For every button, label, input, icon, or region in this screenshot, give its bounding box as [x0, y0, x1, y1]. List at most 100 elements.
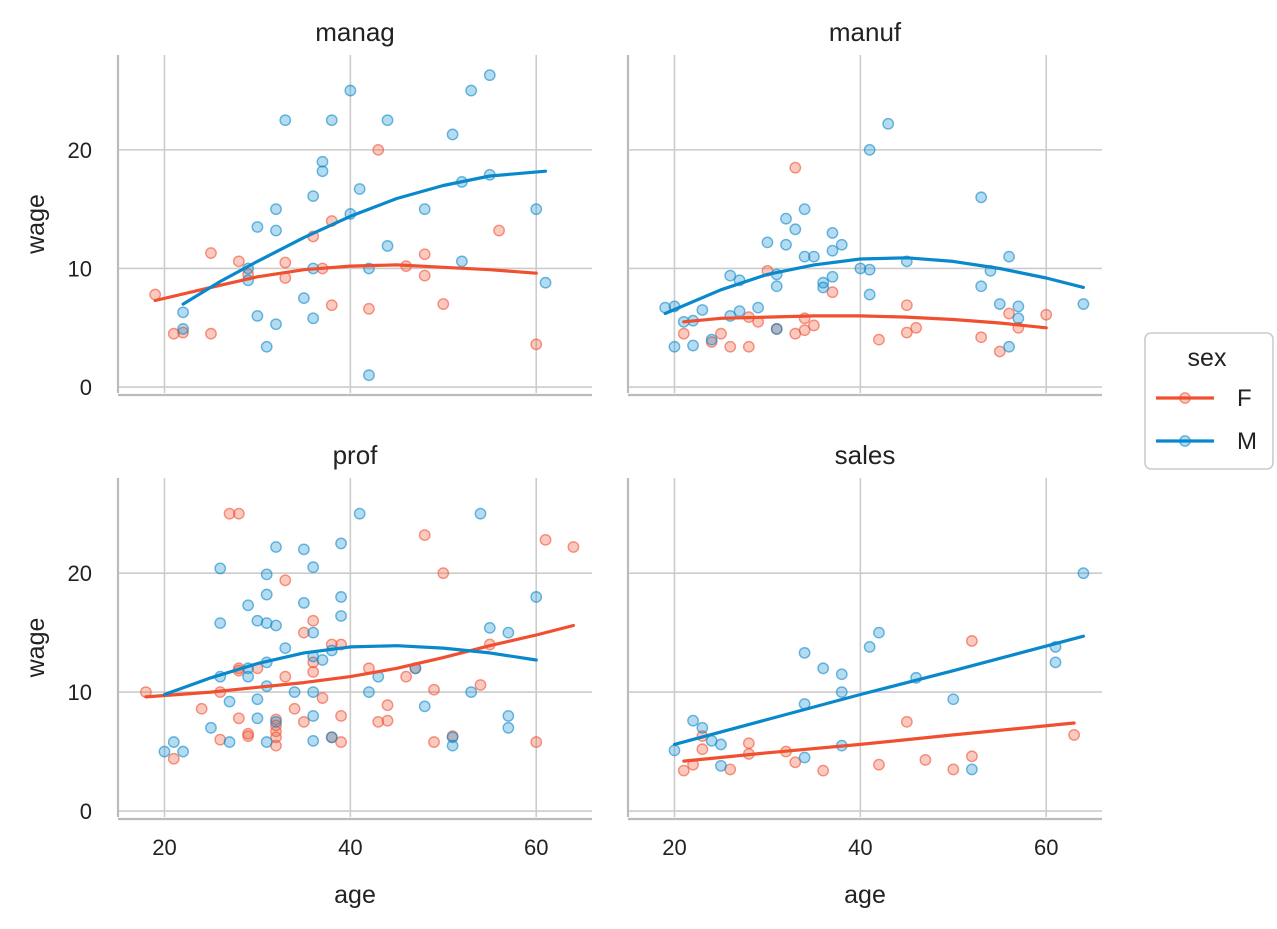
- data-point: [965, 763, 978, 776]
- data-point: [1049, 656, 1062, 669]
- data-point: [1077, 567, 1090, 580]
- data-point: [873, 626, 885, 639]
- data-point: [288, 686, 301, 699]
- data-point: [260, 568, 273, 581]
- data-point: [428, 683, 440, 696]
- data-point: [530, 203, 543, 216]
- panel-title: manuf: [829, 17, 902, 47]
- data-point: [539, 276, 552, 289]
- data-point: [826, 270, 839, 283]
- data-point: [325, 299, 338, 312]
- x-axis-title: age: [334, 881, 376, 909]
- data-point: [863, 143, 876, 156]
- fit-line-F: [144, 623, 575, 699]
- data-point: [863, 288, 876, 301]
- data-point: [668, 340, 681, 353]
- data-point: [900, 715, 913, 728]
- data-point: [270, 719, 282, 732]
- data-point: [502, 626, 515, 639]
- data-point: [363, 369, 375, 382]
- legend-marker: [1179, 435, 1191, 447]
- data-point: [677, 327, 690, 340]
- data-point: [270, 731, 282, 744]
- data-point: [167, 736, 180, 748]
- data-point: [428, 736, 440, 748]
- data-point: [696, 304, 709, 316]
- data-point: [780, 238, 792, 251]
- data-point: [446, 128, 459, 141]
- data-point: [1012, 300, 1025, 313]
- data-point: [724, 340, 737, 353]
- data-point: [270, 619, 282, 632]
- data-point: [863, 263, 876, 276]
- data-point: [418, 269, 431, 282]
- x-axis-title: age: [844, 881, 886, 909]
- data-point: [789, 223, 802, 236]
- data-point: [223, 507, 236, 520]
- data-point: [752, 301, 765, 314]
- data-point: [177, 306, 189, 319]
- data-point: [177, 326, 189, 339]
- fit-line-M: [663, 256, 1085, 316]
- data-point: [251, 221, 264, 233]
- data-point: [1077, 298, 1090, 310]
- data-point: [733, 305, 746, 318]
- panel-manuf: manuf: [626, 17, 1102, 397]
- data-point: [242, 599, 255, 612]
- data-point: [316, 654, 329, 666]
- x-tick-label: 20: [152, 835, 176, 860]
- data-point: [807, 319, 820, 332]
- data-point: [316, 165, 329, 178]
- data-point: [381, 240, 394, 252]
- data-point: [817, 662, 830, 675]
- data-point: [826, 286, 839, 299]
- data-point: [761, 236, 774, 249]
- data-point: [270, 541, 282, 553]
- panel-prof: prof 0 10 20 wage 20 40 60 age: [22, 440, 592, 909]
- data-point: [715, 738, 727, 751]
- data-point: [789, 756, 802, 769]
- legend-title: sex: [1188, 344, 1227, 372]
- data-point: [381, 114, 394, 127]
- data-point: [307, 626, 320, 639]
- data-point: [279, 256, 292, 269]
- data-point: [372, 143, 385, 156]
- x-tick-label: 20: [662, 835, 686, 860]
- x-tick-label: 40: [338, 835, 362, 860]
- legend-entry-F: F: [1156, 385, 1252, 412]
- data-point: [826, 226, 839, 239]
- data-point: [1040, 308, 1053, 321]
- data-point: [307, 312, 320, 325]
- data-point: [335, 709, 347, 722]
- data-point: [993, 298, 1006, 310]
- data-point: [919, 754, 932, 766]
- data-point: [446, 731, 459, 744]
- data-point: [242, 730, 255, 743]
- y-tick-label: 10: [68, 680, 92, 705]
- data-point: [882, 117, 895, 130]
- data-point: [223, 695, 236, 708]
- data-point: [705, 333, 718, 346]
- fit-line-F: [682, 721, 1076, 763]
- data-point: [530, 338, 543, 351]
- data-point: [418, 529, 431, 541]
- data-point: [502, 709, 515, 722]
- data-point: [205, 721, 217, 734]
- data-point: [780, 212, 792, 225]
- series-M: [668, 567, 1090, 776]
- data-point: [307, 190, 320, 203]
- panel-manag: manag 0 10 20 wage: [22, 17, 592, 400]
- data-point: [483, 69, 496, 82]
- data-point: [270, 318, 282, 331]
- data-point: [474, 507, 487, 520]
- data-point: [789, 161, 802, 174]
- data-point: [381, 714, 394, 727]
- fit-line-M: [162, 644, 538, 697]
- data-point: [260, 736, 273, 748]
- data-point: [316, 155, 329, 168]
- data-point: [307, 561, 320, 574]
- data-point: [335, 537, 347, 550]
- data-point: [770, 323, 783, 335]
- y-tick-label: 20: [68, 138, 92, 163]
